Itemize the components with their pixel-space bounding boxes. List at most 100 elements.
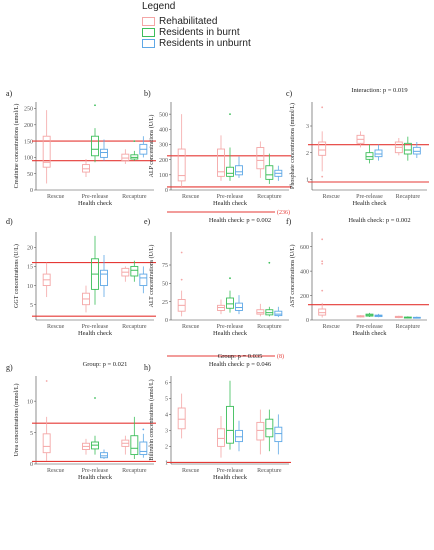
y-axis-title: ALP concentrations (U/L): [148, 115, 155, 178]
reference-offscale-label: (8): [277, 353, 284, 360]
x-tick-label: Pre-release: [82, 194, 109, 200]
box-rehabilitated: [177, 251, 186, 317]
box-residents-unburnt: [139, 428, 148, 458]
box-residents-burnt: [265, 409, 274, 452]
y-tick-label: 5: [30, 431, 33, 437]
box-body: [217, 148, 225, 177]
box-rehabilitated: [394, 138, 403, 156]
box-body: [42, 433, 51, 454]
x-axis-title: Health check: [78, 200, 113, 207]
panel-a: a) 0 50 100 150 200 250 Rescue Pre-release Recapt…: [6, 89, 156, 207]
box-residents-unburnt: [139, 136, 148, 158]
box-rehabilitated: [394, 315, 403, 319]
x-tick-label: Pre-release: [217, 468, 244, 474]
box-body: [130, 265, 139, 277]
y-axis-title: Urea concentrations (mmol/L): [13, 384, 20, 457]
outlier-point: [321, 106, 324, 109]
box-body: [177, 407, 186, 430]
box-rehabilitated: [318, 238, 327, 318]
legend-swatch-residents-unburnt: [142, 38, 155, 48]
box-residents-burnt: [91, 235, 99, 305]
y-tick-label: 15: [27, 265, 33, 271]
x-tick-label: Rescue: [47, 324, 65, 330]
box-rehabilitated: [356, 131, 365, 148]
box-body: [130, 435, 139, 456]
panel-g: g) 0 5 10 Group: p = 0.021 Rescue Pre-release R…: [6, 361, 156, 481]
panel-label: g): [6, 363, 13, 372]
x-tick-label: Recapture: [396, 324, 421, 330]
y-tick-label: 2: [165, 445, 168, 451]
y-tick-label: 4: [165, 413, 168, 419]
y-axis-title: ALT concentrations (U/L): [148, 245, 155, 308]
box-body: [265, 165, 274, 180]
y-axis-title: GGT concentrations (U/L): [13, 244, 20, 308]
panel-label: a): [6, 89, 13, 98]
panel-label: f): [286, 217, 292, 226]
y-tick-label: 50: [162, 282, 168, 288]
box-residents-burnt: [403, 136, 412, 161]
x-tick-label: Recapture: [122, 468, 147, 474]
y-axis-title: AST concentrations (U/L): [289, 245, 296, 308]
box-rehabilitated: [121, 149, 130, 164]
box-body: [256, 421, 265, 441]
box-residents-burnt: [226, 380, 234, 450]
box-residents-unburnt: [412, 142, 421, 158]
y-tick-label: 3: [306, 124, 309, 130]
box-rehabilitated: [256, 141, 265, 178]
y-tick-label: 150: [24, 139, 33, 145]
box-residents-unburnt: [412, 316, 421, 319]
legend-item-residents-burnt: Residents in burnt: [142, 27, 240, 39]
annotation: Health check: p = 0.002: [209, 217, 271, 224]
box-body: [274, 426, 283, 443]
x-tick-label: Recapture: [257, 468, 282, 474]
box-rehabilitated: [356, 315, 365, 318]
box-residents-unburnt: [100, 449, 108, 459]
outlier-point: [142, 428, 145, 431]
x-tick-label: Recapture: [257, 194, 282, 200]
y-tick-label: 0: [30, 188, 33, 194]
box-rehabilitated: [121, 435, 130, 455]
x-axis-title: Health check: [352, 330, 387, 337]
box-body: [235, 429, 243, 443]
y-tick-label: 10: [27, 284, 33, 290]
legend-swatch-rehabilitated: [142, 16, 155, 26]
panel-label: h): [144, 363, 151, 372]
box-body: [42, 135, 51, 168]
legend-title: Legend: [142, 1, 176, 12]
annotation: Group: p = 0.021: [83, 361, 128, 368]
box-residents-burnt: [226, 113, 234, 181]
box-residents-burnt: [365, 144, 374, 164]
panel-label: c): [286, 89, 293, 98]
box-body: [139, 273, 148, 287]
box-rehabilitated: [177, 393, 186, 439]
x-axis-title: Health check: [352, 200, 387, 207]
outlier-point: [321, 289, 324, 292]
panel-b: b) 0 100 200 300 400 500 Rescue Pre-release Recap…: [144, 89, 291, 207]
box-residents-unburnt: [274, 306, 283, 318]
reference-offscale-label: (236): [277, 209, 290, 216]
x-axis-title: Health check: [213, 330, 248, 337]
legend-label-rehabilitated: Rehabilitated: [159, 16, 218, 27]
y-tick-label: 20: [27, 246, 33, 252]
y-tick-label: 0: [165, 188, 168, 194]
box-body: [100, 148, 108, 158]
y-tick-label: 100: [159, 173, 168, 179]
box-residents-burnt: [91, 397, 99, 455]
box-body: [265, 418, 274, 438]
x-tick-label: Pre-release: [356, 194, 383, 200]
box-body: [217, 428, 225, 447]
y-tick-label: 100: [24, 156, 33, 162]
panel-d: d) 5 10 15 20 Rescue Pre-release Recapture Healt…: [6, 217, 156, 337]
box-residents-unburnt: [374, 144, 383, 161]
box-residents-burnt: [265, 153, 274, 184]
y-tick-label: 400: [159, 128, 168, 134]
y-tick-label: 200: [300, 294, 309, 300]
box-rehabilitated: [121, 266, 130, 282]
panel-label: d): [6, 217, 13, 226]
x-tick-label: Rescue: [47, 468, 65, 474]
x-tick-label: Rescue: [323, 194, 341, 200]
x-axis-title: Health check: [213, 474, 248, 481]
x-tick-label: Rescue: [182, 194, 200, 200]
box-body: [226, 405, 234, 444]
